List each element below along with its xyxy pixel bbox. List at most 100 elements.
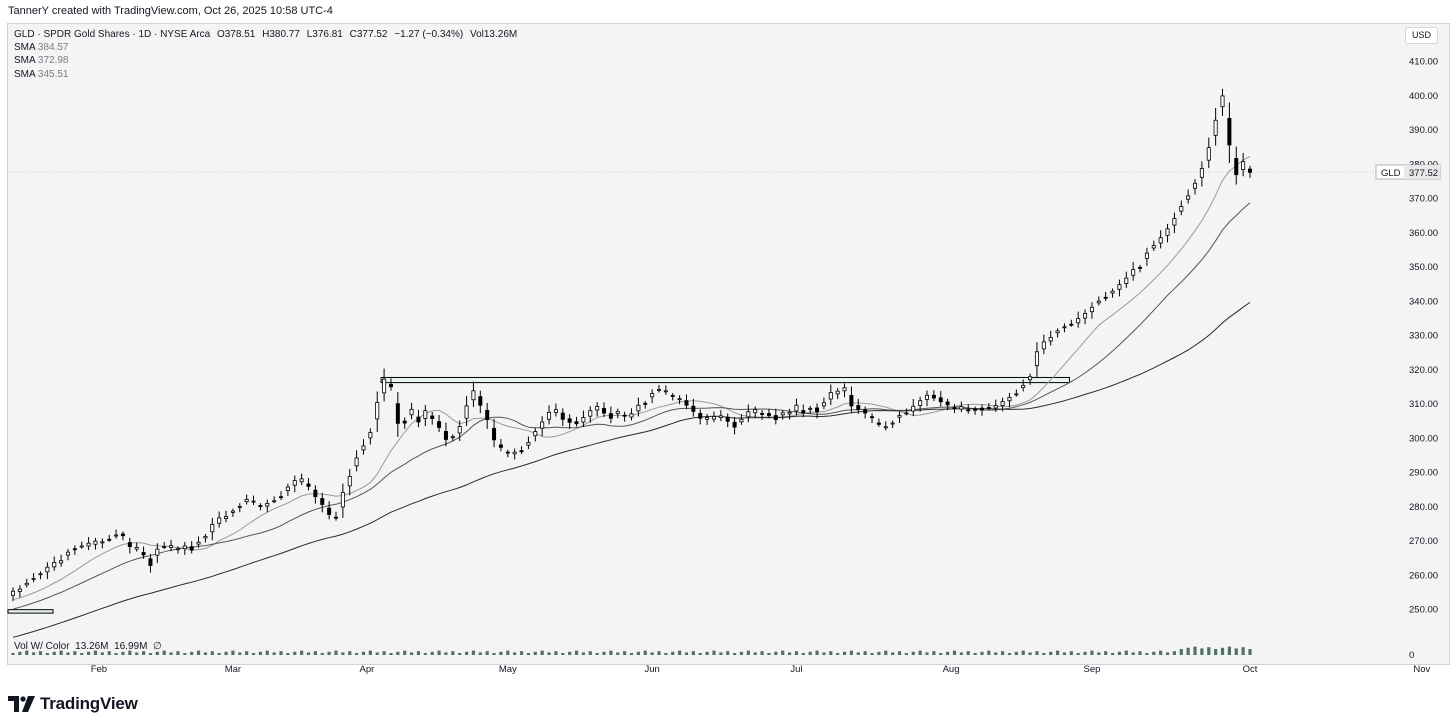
candle[interactable] bbox=[169, 539, 174, 552]
candle[interactable] bbox=[203, 533, 208, 543]
candle[interactable] bbox=[876, 418, 881, 427]
candle[interactable] bbox=[1193, 179, 1198, 195]
candle[interactable] bbox=[285, 483, 290, 496]
candle[interactable] bbox=[189, 541, 194, 554]
candle[interactable] bbox=[224, 510, 229, 523]
candle[interactable] bbox=[656, 385, 661, 393]
candle[interactable] bbox=[361, 439, 366, 455]
candle[interactable] bbox=[1179, 200, 1184, 216]
candle[interactable] bbox=[1041, 334, 1046, 355]
candle[interactable] bbox=[237, 503, 242, 513]
candle[interactable] bbox=[382, 368, 387, 402]
candle[interactable] bbox=[492, 418, 497, 448]
sma-medium-line[interactable] bbox=[12, 202, 1251, 610]
candle[interactable] bbox=[705, 413, 710, 425]
candle[interactable] bbox=[327, 501, 332, 520]
candle[interactable] bbox=[1206, 137, 1211, 169]
candle[interactable] bbox=[162, 542, 167, 550]
candle[interactable] bbox=[533, 427, 538, 442]
candle[interactable] bbox=[526, 436, 531, 450]
sma-legend-row[interactable]: SMA 372.98 bbox=[14, 55, 69, 67]
candle[interactable] bbox=[279, 491, 284, 501]
candle[interactable] bbox=[979, 404, 984, 416]
candle[interactable] bbox=[794, 398, 799, 416]
candle[interactable] bbox=[1213, 107, 1218, 146]
candle[interactable] bbox=[17, 585, 22, 598]
candle[interactable] bbox=[320, 492, 325, 513]
candle[interactable] bbox=[904, 408, 909, 416]
candle[interactable] bbox=[952, 404, 957, 414]
candle[interactable] bbox=[457, 420, 462, 442]
resistance-zone[interactable] bbox=[380, 376, 1070, 384]
candle[interactable] bbox=[615, 408, 620, 419]
candle[interactable] bbox=[1034, 342, 1039, 378]
candle[interactable] bbox=[629, 408, 634, 421]
candle[interactable] bbox=[588, 406, 593, 423]
candle[interactable] bbox=[1227, 102, 1232, 163]
candle[interactable] bbox=[622, 411, 627, 422]
candle[interactable] bbox=[1014, 389, 1019, 397]
candle[interactable] bbox=[773, 408, 778, 425]
candle[interactable] bbox=[780, 410, 785, 420]
candle[interactable] bbox=[65, 548, 70, 561]
candle[interactable] bbox=[258, 503, 263, 511]
candle[interactable] bbox=[574, 416, 579, 427]
candle[interactable] bbox=[1131, 261, 1136, 281]
candle[interactable] bbox=[368, 428, 373, 445]
candle[interactable] bbox=[959, 401, 964, 413]
candle[interactable] bbox=[471, 381, 476, 407]
candle[interactable] bbox=[244, 494, 249, 505]
candle[interactable] bbox=[24, 578, 29, 588]
candle[interactable] bbox=[272, 496, 277, 504]
candle[interactable] bbox=[519, 446, 524, 455]
candle[interactable] bbox=[443, 422, 448, 447]
candle[interactable] bbox=[59, 554, 64, 567]
candle[interactable] bbox=[340, 483, 345, 518]
candle[interactable] bbox=[677, 395, 682, 405]
tradingview-logo[interactable]: TradingView bbox=[8, 694, 138, 714]
candle[interactable] bbox=[1021, 379, 1026, 392]
candle[interactable] bbox=[388, 378, 393, 391]
candle[interactable] bbox=[1151, 240, 1156, 251]
candle[interactable] bbox=[595, 402, 600, 417]
candle[interactable] bbox=[815, 403, 820, 419]
candle[interactable] bbox=[1158, 230, 1163, 249]
candle[interactable] bbox=[409, 402, 414, 420]
candle[interactable] bbox=[821, 397, 826, 410]
candle[interactable] bbox=[292, 475, 297, 493]
candle[interactable] bbox=[134, 542, 139, 552]
candle[interactable] bbox=[931, 390, 936, 402]
sma-legend-row[interactable]: SMA 384.57 bbox=[14, 42, 69, 54]
candle[interactable] bbox=[718, 410, 723, 422]
candle[interactable] bbox=[732, 416, 737, 435]
candle[interactable] bbox=[251, 495, 256, 506]
candle[interactable] bbox=[306, 477, 311, 491]
candle[interactable] bbox=[127, 537, 132, 554]
candle[interactable] bbox=[1117, 279, 1122, 297]
candle[interactable] bbox=[148, 553, 153, 573]
candle[interactable] bbox=[299, 473, 304, 485]
candle[interactable] bbox=[79, 541, 84, 549]
candle[interactable] bbox=[114, 529, 119, 539]
candle[interactable] bbox=[72, 545, 77, 555]
candle[interactable] bbox=[1048, 330, 1053, 346]
candle[interactable] bbox=[1103, 291, 1108, 302]
candle[interactable] bbox=[1076, 311, 1081, 328]
candle[interactable] bbox=[1186, 189, 1191, 204]
candle[interactable] bbox=[691, 398, 696, 417]
candle[interactable] bbox=[835, 388, 840, 400]
candle[interactable] bbox=[210, 517, 215, 541]
candle[interactable] bbox=[478, 390, 483, 414]
currency-button[interactable]: USD bbox=[1405, 27, 1438, 44]
candle[interactable] bbox=[746, 404, 751, 423]
candle[interactable] bbox=[945, 398, 950, 411]
candle[interactable] bbox=[684, 394, 689, 410]
candle[interactable] bbox=[883, 421, 888, 431]
candle[interactable] bbox=[512, 448, 517, 460]
chart-pane[interactable] bbox=[7, 23, 1450, 665]
candle[interactable] bbox=[155, 543, 160, 564]
candle[interactable] bbox=[1241, 152, 1246, 177]
candle[interactable] bbox=[766, 408, 771, 419]
candle[interactable] bbox=[395, 392, 400, 437]
candle[interactable] bbox=[643, 400, 648, 409]
